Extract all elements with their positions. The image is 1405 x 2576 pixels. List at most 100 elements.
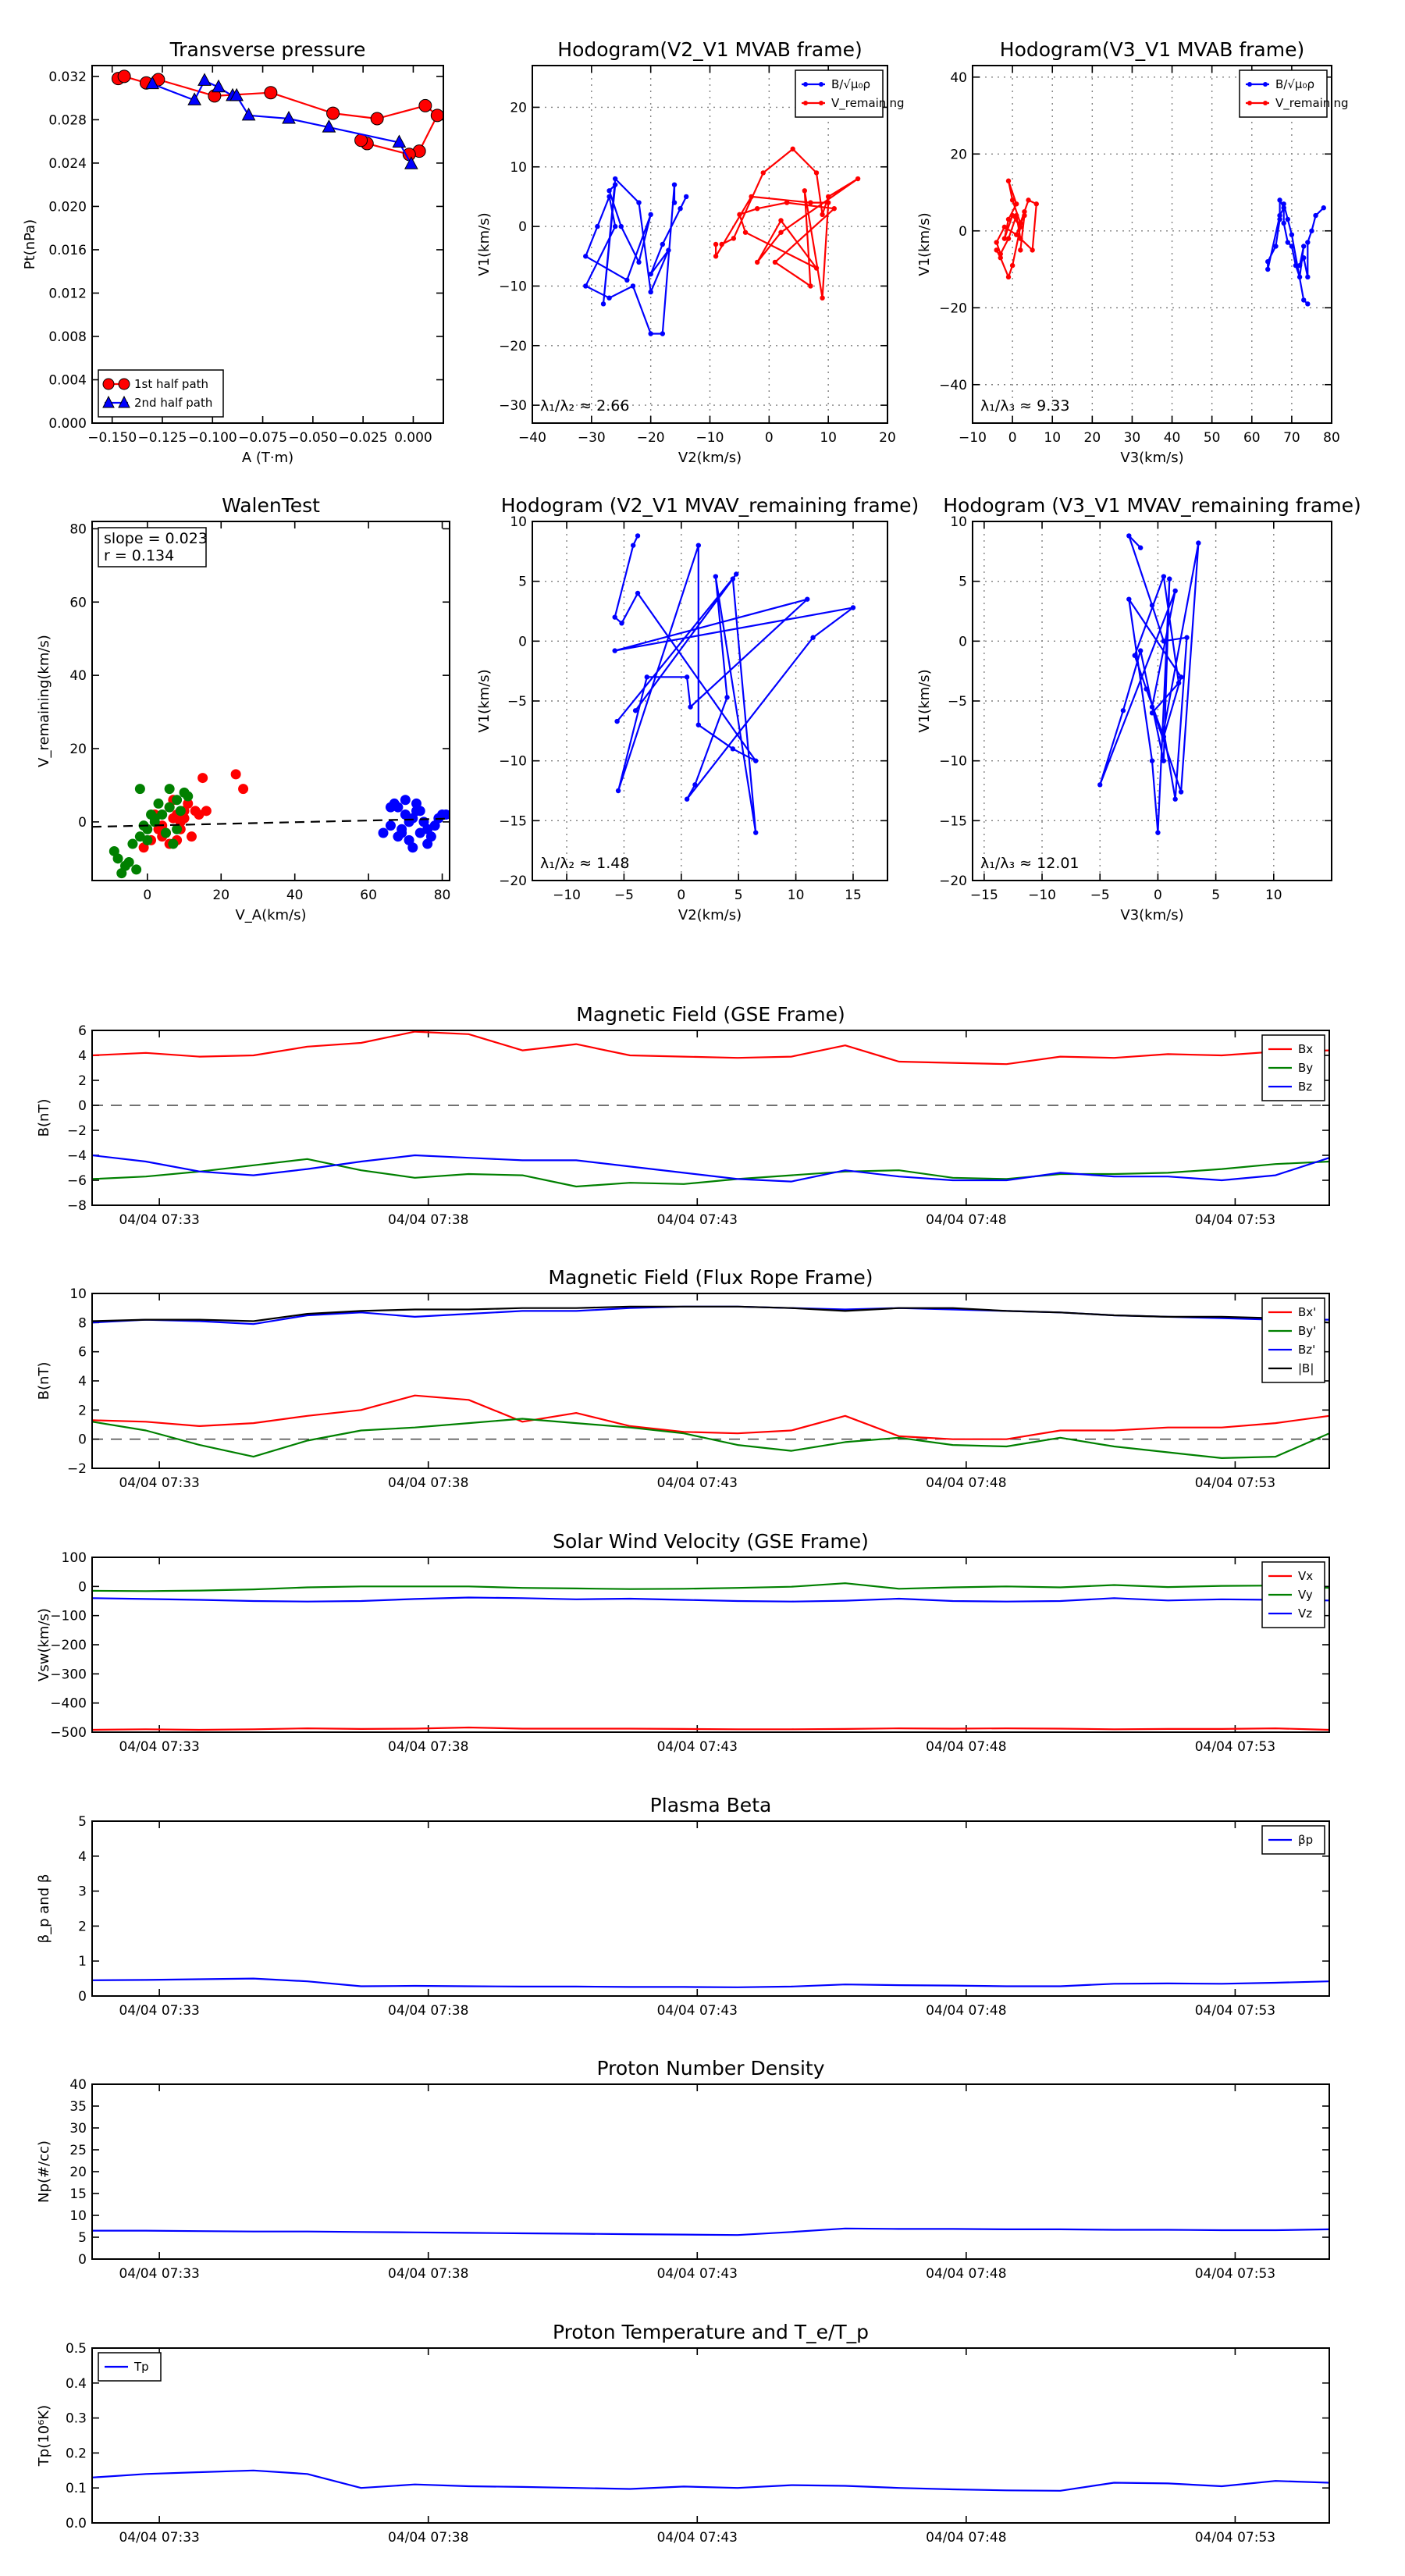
- data-point: [400, 795, 411, 806]
- y-tick-label: 0: [518, 634, 527, 649]
- data-point: [1005, 236, 1012, 241]
- data-point: [612, 614, 617, 620]
- data-layer: [92, 1977, 1329, 1988]
- data-point: [713, 574, 719, 579]
- data-point: [1005, 274, 1012, 280]
- stats-box: [98, 527, 207, 568]
- data-point: [734, 571, 739, 577]
- data-point: [688, 704, 693, 710]
- legend-label-βp: βp: [1298, 1833, 1313, 1847]
- series-line-Bx': [92, 1394, 1329, 1440]
- data-point: [614, 718, 620, 724]
- x-tick-label: 04/04 07:33: [119, 1212, 199, 1228]
- data-point: [172, 824, 183, 834]
- x-tick-label: 10: [1265, 888, 1282, 903]
- data-point: [370, 112, 384, 126]
- data-point: [1305, 274, 1311, 280]
- y-tick-label: 40: [69, 2077, 87, 2093]
- x-tick-label: 04/04 07:33: [119, 1739, 199, 1755]
- x-tick-label: 04/04 07:53: [1195, 2266, 1275, 2282]
- data-point: [397, 827, 407, 838]
- y-tick-label: 0.028: [48, 112, 87, 128]
- series-line-Bx: [92, 1030, 1329, 1066]
- x-tick-label: 04/04 07:38: [388, 2266, 468, 2282]
- legend-marker: [1263, 82, 1268, 87]
- data-point: [600, 301, 606, 307]
- chart-temp: 04/04 07:33 04/04 07:38 04/04 07:43 04/04 0…: [36, 2321, 1330, 2546]
- data-point: [825, 200, 831, 205]
- data-layer: [92, 2227, 1329, 2236]
- y-axis-label: Tp(10⁶K): [36, 2405, 52, 2467]
- fit-line: [92, 817, 450, 828]
- data-layer: [583, 146, 861, 336]
- data-point: [1309, 228, 1314, 233]
- legend: 1st half path 2nd half path: [98, 369, 224, 418]
- y-tick-label: 100: [62, 1550, 87, 1566]
- data-point: [1301, 244, 1307, 249]
- data-point: [850, 605, 856, 610]
- data-point: [790, 146, 795, 152]
- data-point: [615, 788, 621, 794]
- x-tick-label: 20: [879, 430, 896, 446]
- y-tick-label: −15: [939, 813, 967, 829]
- data-point: [229, 87, 244, 101]
- data-point: [1289, 232, 1295, 237]
- data-point: [1285, 240, 1290, 245]
- data-point: [186, 831, 197, 842]
- chart-title: Hodogram(V2_V1 MVAB frame): [557, 38, 862, 61]
- series-line-1st half path: [118, 75, 439, 155]
- y-tick-label: −400: [50, 1696, 87, 1712]
- legend-label-2nd half path: 2nd half path: [134, 396, 212, 410]
- legend-box: [98, 369, 224, 418]
- x-tick-label: 0: [1154, 888, 1162, 903]
- legend: B/√μ₀ρ V_remaining: [795, 69, 905, 118]
- x-tick-label: 04/04 07:43: [657, 1475, 738, 1491]
- x-tick-label: 0.000: [394, 430, 432, 446]
- data-point: [1009, 262, 1016, 269]
- data-point: [808, 200, 813, 205]
- data-point: [422, 838, 433, 849]
- series-line-Tp: [92, 2469, 1329, 2492]
- chart-title: Hodogram(V3_V1 MVAB frame): [1000, 38, 1304, 61]
- plot-frame: [91, 2083, 1330, 2260]
- x-tick-label: 04/04 07:48: [926, 2003, 1006, 2019]
- x-tick-label: 04/04 07:53: [1195, 2003, 1275, 2019]
- data-point: [183, 791, 194, 802]
- y-tick-label: −10: [939, 754, 967, 770]
- data-point: [606, 295, 612, 301]
- data-point: [1301, 297, 1307, 303]
- data-point: [660, 331, 666, 336]
- plot-frame: [91, 1293, 1330, 1469]
- y-tick-label: 10: [69, 1286, 87, 1302]
- legend-box: [795, 69, 884, 118]
- y-tick-label: 20: [69, 742, 87, 757]
- data-point: [197, 773, 208, 784]
- x-tick-label: 20: [212, 888, 229, 903]
- y-tick-label: 80: [69, 521, 87, 537]
- data-point: [1172, 796, 1178, 802]
- x-tick-label: 04/04 07:33: [119, 2266, 199, 2282]
- y-tick-label: 35: [69, 2099, 87, 2115]
- data-point: [127, 838, 138, 849]
- x-tick-label: 04/04 07:38: [388, 1739, 468, 1755]
- data-point: [612, 648, 617, 653]
- y-tick-label: 0.016: [48, 243, 87, 258]
- y-tick-label: −200: [50, 1638, 87, 1653]
- series-line-βp: [92, 1977, 1329, 1988]
- data-point: [612, 176, 618, 182]
- ratio-annotation: λ₁/λ₂ ≈ 2.66: [540, 397, 629, 415]
- data-point: [1030, 247, 1035, 253]
- y-tick-label: −10: [499, 754, 527, 770]
- x-tick-label: 04/04 07:53: [1195, 1475, 1275, 1491]
- data-point: [168, 838, 179, 849]
- series-line-Vx: [92, 1726, 1329, 1731]
- chart-title: Hodogram (V2_V1 MVAV_remaining frame): [501, 494, 919, 517]
- x-tick-label: 04/04 07:38: [388, 2003, 468, 2019]
- data-point: [683, 194, 689, 200]
- data-point: [612, 182, 618, 187]
- y-tick-label: 60: [69, 595, 87, 610]
- chart-vel: 04/04 07:33 04/04 07:38 04/04 07:43 04/04 0…: [36, 1530, 1330, 1755]
- x-tick-label: 04/04 07:48: [926, 2530, 1006, 2546]
- data-point: [772, 259, 778, 265]
